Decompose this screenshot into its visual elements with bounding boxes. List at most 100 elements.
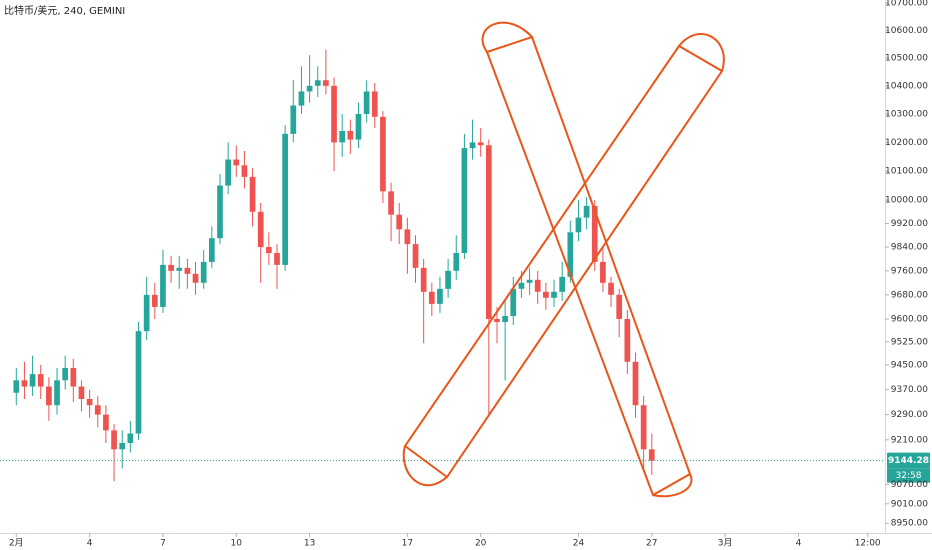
candle-body [648, 449, 655, 461]
y-tick-label: 9600.00 [891, 314, 928, 324]
candle-body [469, 142, 476, 149]
candle-body [502, 315, 508, 323]
drawn-arc [481, 21, 533, 53]
candle-body [388, 191, 394, 215]
drawn-rectangle [403, 44, 724, 479]
y-tick-label: 10700.00 [885, 0, 928, 8]
y-tick-label: 10500.00 [885, 53, 928, 63]
y-tick-label: 10100.00 [885, 167, 928, 177]
candle-body [233, 159, 240, 166]
candle-body [420, 267, 427, 292]
x-tick-label: 27 [646, 539, 657, 549]
y-tick-label: 9840.00 [891, 243, 928, 253]
y-tick-label: 10000.00 [885, 196, 928, 206]
last-price-box [887, 452, 930, 469]
candle-body [160, 264, 166, 307]
candle-body [583, 205, 590, 218]
candle-body [437, 288, 443, 304]
candle-body [331, 85, 337, 143]
candle-body [274, 252, 280, 265]
candle-body [534, 279, 541, 292]
candle-body [404, 229, 411, 245]
y-tick-label: 9290.00 [891, 410, 928, 420]
candle-body [510, 288, 517, 316]
y-tick-label: 10300.00 [885, 109, 928, 119]
y-tick-label: 9525.00 [891, 337, 928, 347]
x-tick-label: 20 [475, 539, 487, 549]
candle-body [567, 232, 574, 277]
candle-body [46, 386, 52, 406]
candle-body [494, 318, 500, 323]
countdown-box [887, 468, 930, 483]
x-tick-label: 7 [160, 539, 166, 549]
candle-body [306, 85, 313, 92]
candle-body [217, 185, 223, 239]
candle-body [355, 113, 362, 140]
y-tick-label: 9210.00 [891, 435, 928, 445]
candle-body [551, 291, 557, 298]
y-tick-label: 9450.00 [891, 360, 928, 370]
y-tick-label: 10600.00 [885, 26, 928, 36]
y-tick-label: 9010.00 [891, 499, 928, 509]
candle-body [249, 176, 256, 212]
y-tick-label: 9370.00 [891, 385, 928, 395]
candle-body [241, 165, 248, 177]
last-price-tag: 9144.28 32:58 [887, 452, 930, 483]
candle-body [559, 276, 566, 292]
candle-body [575, 217, 582, 233]
candle-body [624, 318, 631, 362]
candle-body [208, 238, 215, 262]
y-tick-label: 8950.00 [891, 519, 928, 529]
candle-body [314, 80, 321, 86]
candle-body [323, 80, 329, 86]
candle-body [119, 442, 126, 450]
candle-body [290, 105, 297, 134]
candle-body [600, 261, 606, 283]
candle-body [461, 148, 468, 253]
chart-title: 比特币/美元, 240, GEMINI [4, 4, 125, 17]
drawn-arc [652, 473, 693, 498]
candle-body [616, 294, 623, 319]
x-tick-label: 24 [573, 539, 585, 549]
y-tick-label: 9760.00 [891, 266, 928, 276]
y-tick-label: 9070.00 [891, 480, 928, 490]
candle-body [127, 433, 134, 443]
candle-body [103, 414, 109, 431]
candle-body [176, 267, 183, 271]
candle-body [257, 211, 264, 248]
candle-body [151, 294, 158, 307]
candle-body [526, 279, 533, 283]
candle-body [640, 405, 647, 450]
candle-body [13, 380, 20, 393]
candle-body [86, 398, 93, 406]
drawn-arc [402, 445, 448, 486]
candle-body [111, 430, 117, 450]
candle-body [632, 361, 639, 406]
candle-body [135, 331, 142, 434]
y-tick-label: 9920.00 [891, 219, 928, 229]
candle-body [298, 91, 305, 106]
candle-body [428, 291, 435, 304]
x-tick-label: 4 [796, 539, 802, 549]
x-tick-label: 13 [304, 539, 315, 549]
y-tick-label: 10200.00 [885, 138, 928, 148]
drawing-annotations [402, 21, 725, 498]
candle-body [29, 374, 36, 387]
candle-body [143, 294, 150, 332]
candle-body [266, 247, 272, 253]
last-price-label: 9144.28 [888, 456, 929, 466]
candle-body [380, 116, 386, 192]
candle-body [78, 386, 85, 399]
drawn-rectangle [485, 35, 692, 497]
candle-body [347, 130, 354, 140]
candle-body [168, 264, 174, 271]
candle-body [339, 130, 346, 143]
candle-body [363, 91, 370, 114]
candle-body [225, 159, 231, 186]
x-tick-label: 4 [87, 539, 93, 549]
candle-body [54, 380, 60, 406]
candle-body [518, 282, 525, 289]
drawn-arc [678, 33, 725, 72]
